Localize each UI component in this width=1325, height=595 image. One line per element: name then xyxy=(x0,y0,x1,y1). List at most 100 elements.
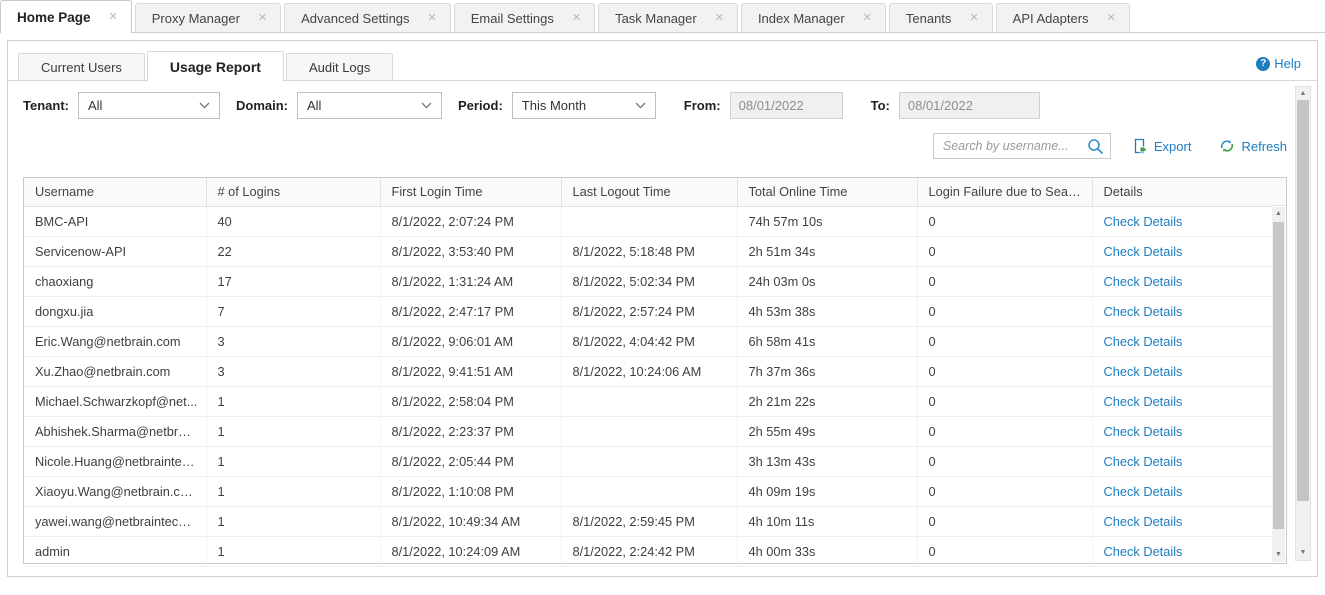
check-details-link[interactable]: Check Details xyxy=(1103,393,1183,409)
check-details-link[interactable]: Check Details xyxy=(1103,453,1183,469)
cell-last-logout xyxy=(561,476,738,507)
window-tab[interactable]: Home Page ✕ xyxy=(0,0,132,33)
chevron-down-icon xyxy=(199,102,210,109)
cell-last-logout xyxy=(561,386,738,417)
check-details-link[interactable]: Check Details xyxy=(1103,543,1183,559)
column-header: Username xyxy=(24,178,207,207)
scroll-down-icon[interactable]: ▼ xyxy=(1299,549,1307,556)
cell-login-failure: 0 xyxy=(917,506,1093,537)
cell-login-failure: 0 xyxy=(917,416,1093,447)
tab-close-icon[interactable]: ✕ xyxy=(257,11,268,24)
window-tab[interactable]: API Adapters ✕ xyxy=(995,3,1130,32)
tab-close-icon[interactable]: ✕ xyxy=(862,11,872,24)
column-header: Login Failure due to Seat Lic... xyxy=(917,178,1093,207)
table-row: yawei.wang@netbraintech.... 1 8/1/2022, … xyxy=(24,506,1272,537)
column-header: Details xyxy=(1092,178,1272,207)
cell-first-login: 8/1/2022, 1:10:08 PM xyxy=(380,476,562,507)
cell-username: Xu.Zhao@netbrain.com xyxy=(24,356,207,387)
scroll-up-icon[interactable]: ▲ xyxy=(1275,210,1282,217)
chevron-down-icon xyxy=(635,102,646,109)
tab-close-icon[interactable]: ✕ xyxy=(427,11,437,24)
subtab-label: Audit Logs xyxy=(308,59,371,75)
from-date-input[interactable] xyxy=(729,92,843,119)
cell-online-time: 3h 13m 43s xyxy=(737,446,918,477)
cell-first-login: 8/1/2022, 10:24:09 AM xyxy=(380,536,562,567)
page-scrollbar[interactable]: ▲ ▼ xyxy=(1295,86,1311,561)
tab-close-icon[interactable]: ✕ xyxy=(714,11,724,24)
table-header-row: Username # of Logins First Login Time Last … xyxy=(24,178,1272,207)
check-details-link[interactable]: Check Details xyxy=(1103,423,1183,439)
cell-username: Servicenow-API xyxy=(24,236,207,267)
cell-online-time: 2h 51m 34s xyxy=(737,236,918,267)
refresh-button[interactable]: Refresh xyxy=(1219,138,1287,154)
check-details-link[interactable]: Check Details xyxy=(1103,243,1183,259)
window-tab[interactable]: Index Manager ✕ xyxy=(740,3,886,32)
check-details-link[interactable]: Check Details xyxy=(1103,213,1183,229)
cell-online-time: 4h 09m 19s xyxy=(737,476,918,507)
table-scrollbar-thumb[interactable] xyxy=(1273,222,1284,529)
cell-logins: 40 xyxy=(206,206,381,237)
window-tab[interactable]: Proxy Manager ✕ xyxy=(134,3,282,32)
subtab[interactable]: Usage Report xyxy=(146,51,284,82)
scroll-up-icon[interactable]: ▲ xyxy=(1299,90,1307,97)
search-icon[interactable] xyxy=(1087,138,1104,155)
table-scrollbar[interactable]: ▲ ▼ xyxy=(1272,207,1285,562)
cell-login-failure: 0 xyxy=(917,446,1093,477)
window-tab[interactable]: Task Manager ✕ xyxy=(598,3,738,32)
window-tab[interactable]: Tenants ✕ xyxy=(888,3,993,32)
domain-value: All xyxy=(306,98,322,113)
usage-table-body: BMC-API 40 8/1/2022, 2:07:24 PM 74h 57m … xyxy=(24,206,1272,567)
cell-username: Xiaoyu.Wang@netbrain.com xyxy=(24,476,207,507)
cell-login-failure: 0 xyxy=(917,476,1093,507)
from-label: From: xyxy=(683,98,721,113)
domain-select[interactable]: All xyxy=(296,92,442,119)
cell-username: Eric.Wang@netbrain.com xyxy=(24,326,207,357)
window-tab-label: Home Page xyxy=(17,9,91,25)
check-details-link[interactable]: Check Details xyxy=(1103,273,1183,289)
period-select[interactable]: This Month xyxy=(511,92,656,119)
search-input[interactable] xyxy=(942,139,1087,153)
tab-close-icon[interactable]: ✕ xyxy=(1106,11,1116,24)
window-tab[interactable]: Advanced Settings ✕ xyxy=(284,3,451,32)
cell-online-time: 7h 37m 36s xyxy=(737,356,918,387)
tab-close-icon[interactable]: ✕ xyxy=(108,10,118,23)
cell-online-time: 6h 58m 41s xyxy=(737,326,918,357)
tab-close-icon[interactable]: ✕ xyxy=(969,11,979,24)
tenant-label: Tenant: xyxy=(23,98,69,113)
help-link[interactable]: ? Help xyxy=(1256,56,1301,71)
tab-close-icon[interactable]: ✕ xyxy=(571,11,582,24)
check-details-link[interactable]: Check Details xyxy=(1103,483,1183,499)
cell-first-login: 8/1/2022, 9:06:01 AM xyxy=(380,326,562,357)
export-button[interactable]: Export xyxy=(1133,138,1191,154)
cell-login-failure: 0 xyxy=(917,236,1093,267)
subtab[interactable]: Current Users xyxy=(18,53,145,81)
cell-logins: 3 xyxy=(206,326,381,357)
scroll-down-icon[interactable]: ▼ xyxy=(1275,551,1282,558)
to-date-input[interactable] xyxy=(898,92,1040,119)
check-details-link[interactable]: Check Details xyxy=(1103,363,1183,379)
cell-login-failure: 0 xyxy=(917,296,1093,327)
check-details-link[interactable]: Check Details xyxy=(1103,333,1183,349)
refresh-label: Refresh xyxy=(1241,138,1287,154)
check-details-link[interactable]: Check Details xyxy=(1103,513,1183,529)
window-tab[interactable]: Email Settings ✕ xyxy=(453,3,596,32)
window-tab-label: Task Manager xyxy=(615,10,697,26)
table-row: Xiaoyu.Wang@netbrain.com 1 8/1/2022, 1:1… xyxy=(24,476,1272,507)
cell-first-login: 8/1/2022, 1:31:24 AM xyxy=(380,266,562,297)
table-row: Michael.Schwarzkopf@net... 1 8/1/2022, 2… xyxy=(24,386,1272,417)
help-icon: ? xyxy=(1256,56,1271,71)
page-scrollbar-thumb[interactable] xyxy=(1297,100,1309,501)
table-row: BMC-API 40 8/1/2022, 2:07:24 PM 74h 57m … xyxy=(24,206,1272,237)
check-details-link[interactable]: Check Details xyxy=(1103,303,1183,319)
cell-logins: 1 xyxy=(206,416,381,447)
cell-username: Michael.Schwarzkopf@net... xyxy=(24,386,207,417)
tenant-select[interactable]: All xyxy=(77,92,220,119)
cell-first-login: 8/1/2022, 10:49:34 AM xyxy=(380,506,562,537)
cell-online-time: 4h 00m 33s xyxy=(737,536,918,567)
window-tab-label: Advanced Settings xyxy=(301,10,410,26)
cell-last-logout: 8/1/2022, 5:18:48 PM xyxy=(561,236,738,267)
column-header: # of Logins xyxy=(206,178,381,207)
window-tab-label: Index Manager xyxy=(757,10,845,26)
subtab[interactable]: Audit Logs xyxy=(285,53,394,81)
cell-first-login: 8/1/2022, 2:05:44 PM xyxy=(380,446,562,477)
